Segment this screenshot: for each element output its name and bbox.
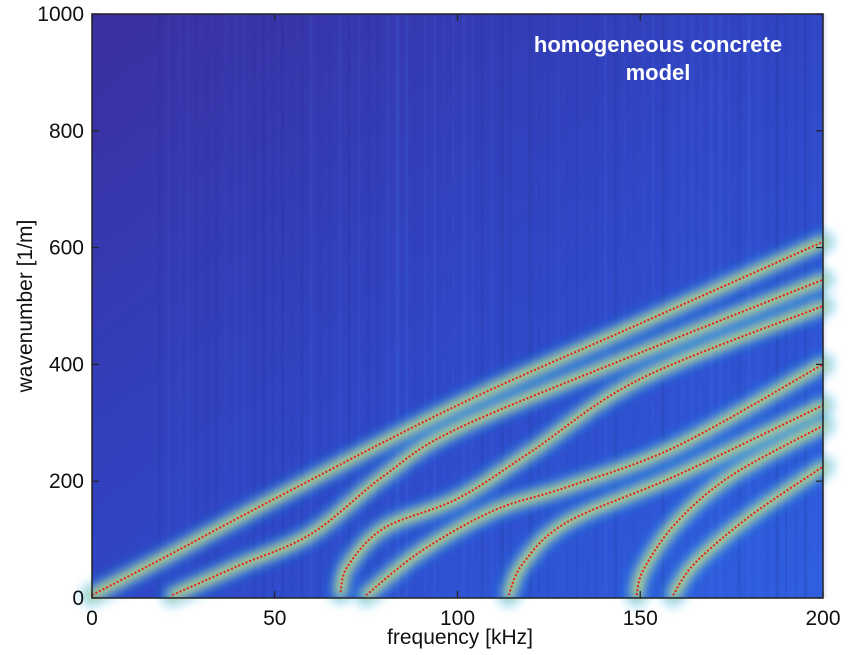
x-tick-label: 100 bbox=[440, 607, 475, 630]
resonance-stripe bbox=[195, 14, 198, 598]
resonance-stripe bbox=[547, 14, 550, 598]
resonance-stripe bbox=[575, 14, 578, 598]
y-axis-label: wavenumber [1/m] bbox=[14, 220, 37, 394]
energy-band-1 bbox=[89, 238, 826, 599]
resonance-stripe bbox=[623, 14, 626, 598]
resonance-stripe bbox=[300, 14, 304, 598]
x-tick-label: 50 bbox=[263, 607, 286, 630]
energy-band-3 bbox=[337, 303, 826, 596]
resonance-stripe bbox=[157, 14, 161, 598]
resonance-stripe bbox=[176, 14, 181, 598]
dispersion-curve-6 bbox=[635, 424, 824, 596]
resonance-stripe bbox=[395, 14, 400, 598]
resonance-stripe bbox=[328, 14, 331, 598]
resonance-stripe bbox=[357, 14, 361, 598]
resonance-stripe bbox=[347, 14, 351, 598]
annotation-line-1: homogeneous concrete bbox=[534, 32, 782, 57]
resonance-stripe bbox=[528, 14, 533, 598]
resonance-stripe bbox=[509, 14, 512, 598]
resonance-stripe bbox=[319, 14, 322, 598]
dispersion-curve-2 bbox=[171, 278, 824, 597]
axes: 0 50 100 150 200 0 200 400 600 800 1000 bbox=[37, 3, 840, 630]
resonance-stripe bbox=[338, 14, 342, 598]
dispersion-curve-4 bbox=[365, 363, 824, 596]
resonance-stripe bbox=[243, 14, 247, 598]
resonance-stripe bbox=[290, 14, 296, 598]
dispersion-curves bbox=[91, 240, 824, 597]
resonance-stripe bbox=[471, 14, 474, 598]
resonance-stripe bbox=[262, 14, 266, 598]
resonance-stripe bbox=[537, 14, 540, 598]
resonance-stripe bbox=[632, 14, 635, 598]
resonance-stripe bbox=[233, 14, 237, 598]
resonance-stripe bbox=[433, 14, 436, 598]
y-tick-label: 400 bbox=[49, 353, 84, 376]
resonance-stripe bbox=[423, 14, 427, 598]
y-tick-label: 800 bbox=[49, 120, 84, 143]
resonance-stripe bbox=[271, 14, 275, 598]
resonance-stripe bbox=[594, 14, 599, 598]
resonance-stripe bbox=[309, 14, 313, 598]
dispersion-curve-5 bbox=[507, 404, 824, 596]
resonance-stripe bbox=[499, 14, 504, 598]
y-tick-label: 1000 bbox=[37, 3, 84, 26]
y-tick-label: 0 bbox=[72, 587, 84, 610]
resonance-stripe bbox=[442, 14, 446, 598]
resonance-stripe bbox=[604, 14, 607, 598]
annotation-line-2: model bbox=[626, 60, 691, 85]
dispersion-curve-7 bbox=[672, 465, 824, 596]
resonance-stripe bbox=[366, 14, 370, 598]
resonance-stripe bbox=[518, 14, 521, 598]
resonance-stripe bbox=[376, 14, 381, 598]
x-axis-label: frequency [kHz] bbox=[387, 626, 533, 649]
y-tick-label: 600 bbox=[49, 237, 84, 260]
resonance-stripe bbox=[490, 14, 494, 598]
x-tick-label: 150 bbox=[623, 607, 658, 630]
resonance-stripe bbox=[167, 14, 171, 598]
resonance-stripe bbox=[281, 14, 284, 598]
resonance-stripe bbox=[461, 14, 466, 598]
resonance-stripe bbox=[566, 14, 569, 598]
resonance-stripe bbox=[414, 14, 417, 598]
resonance-stripe bbox=[224, 14, 229, 598]
resonance-stripe bbox=[480, 14, 484, 598]
resonance-stripe bbox=[404, 14, 409, 598]
resonance-stripe bbox=[613, 14, 618, 598]
resonance-stripe bbox=[214, 14, 218, 598]
resonance-stripe bbox=[385, 14, 390, 598]
resonance-stripe bbox=[709, 14, 714, 598]
resonance-stripe bbox=[252, 14, 256, 598]
resonance-stripe bbox=[642, 14, 644, 598]
resonance-stripe bbox=[186, 14, 189, 598]
resonance-stripe bbox=[585, 14, 589, 598]
resonance-stripe bbox=[556, 14, 560, 598]
resonance-stripe bbox=[205, 14, 209, 598]
x-tick-label: 0 bbox=[86, 607, 98, 630]
y-tick-label: 200 bbox=[49, 470, 84, 493]
x-tick-label: 200 bbox=[805, 607, 840, 630]
resonance-stripe bbox=[452, 14, 455, 598]
resonance-stripe bbox=[718, 14, 722, 598]
